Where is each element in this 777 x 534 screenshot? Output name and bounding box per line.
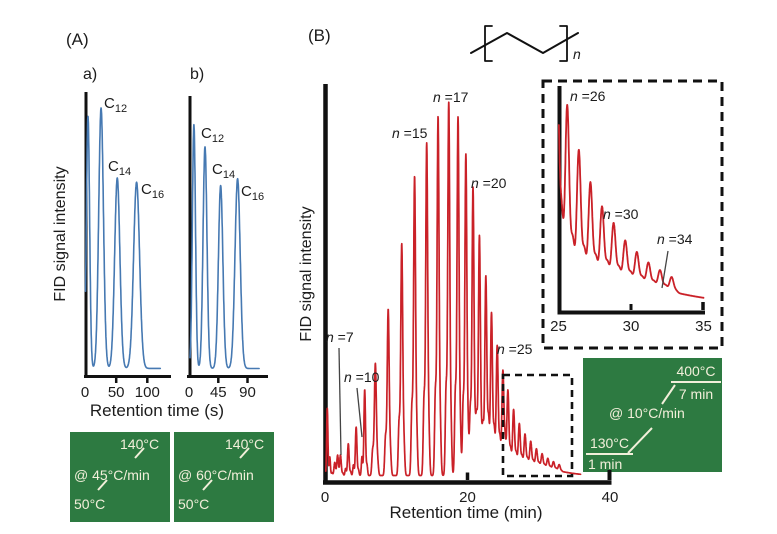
panel-a-title: (A) xyxy=(66,30,89,49)
subpanel-a-label: a) xyxy=(83,66,98,83)
temp-program-box-a2 xyxy=(174,432,274,522)
polymer-subscript: n xyxy=(573,46,581,62)
annotation-n20: n =20 xyxy=(471,175,507,191)
tick-label: 0 xyxy=(184,384,194,401)
temp-high-hold-b: 7 min xyxy=(678,386,714,402)
annotation-n34: n =34 xyxy=(657,231,693,247)
temp-low-a2: 50°C xyxy=(178,496,210,512)
peak-label-c14-b: C14 xyxy=(212,161,236,181)
peak-label-c14-a: C14 xyxy=(108,158,132,178)
temp-low-a1: 50°C xyxy=(74,496,106,512)
y-axis-label-a: FID signal intensity xyxy=(52,166,69,302)
peak-label-c12-b: C12 xyxy=(201,125,225,145)
temp-ramp-a1: @ 45°C/min xyxy=(74,467,150,483)
tick-label: 30 xyxy=(622,318,640,335)
temp-low-hold-b: 1 min xyxy=(588,456,623,472)
tick-label: 45 xyxy=(209,384,227,401)
panel-b-title: (B) xyxy=(308,26,331,45)
temp-high-b: 400°C xyxy=(671,363,721,383)
peak-label-c16-b: C16 xyxy=(241,183,265,203)
x-axis-label-b: Retention time (min) xyxy=(389,503,543,522)
tick-label: 25 xyxy=(550,318,567,335)
tick-label: 90 xyxy=(239,384,256,401)
temp-high-a1: 140°C xyxy=(120,436,160,452)
subpanel-b-label: b) xyxy=(190,66,205,83)
peak-label-c16-a: C16 xyxy=(141,181,165,201)
tick-label: 0 xyxy=(80,384,90,401)
annotation-n26: n =26 xyxy=(570,88,606,104)
annotation-n15: n =15 xyxy=(392,125,428,141)
annotation-n17: n =17 xyxy=(433,89,469,105)
x-axis-label-a: Retention time (s) xyxy=(89,401,225,420)
peak-label-c12-a: C12 xyxy=(104,95,128,115)
temp-high-a2: 140°C xyxy=(225,436,265,452)
y-axis-label-b: FID signal intensity xyxy=(298,206,315,342)
temp-program-box-a1 xyxy=(70,432,170,522)
annotation-n25: n =25 xyxy=(497,341,533,357)
tick-label: 0 xyxy=(320,489,330,506)
annotation-n7: n =7 xyxy=(326,329,354,345)
temp-ramp-b: @ 10°C/min xyxy=(609,405,685,421)
tick-label: 100 xyxy=(134,384,160,401)
annotation-n10: n =10 xyxy=(344,369,380,385)
temp-ramp-a2: @ 60°C/min xyxy=(178,467,254,483)
tick-label: 40 xyxy=(601,489,619,506)
tick-label: 20 xyxy=(459,489,476,506)
annotation-n30: n =30 xyxy=(603,206,639,222)
tick-label: 35 xyxy=(695,318,712,335)
tick-label: 50 xyxy=(107,384,125,401)
temp-low-b: 130°C xyxy=(586,435,633,455)
